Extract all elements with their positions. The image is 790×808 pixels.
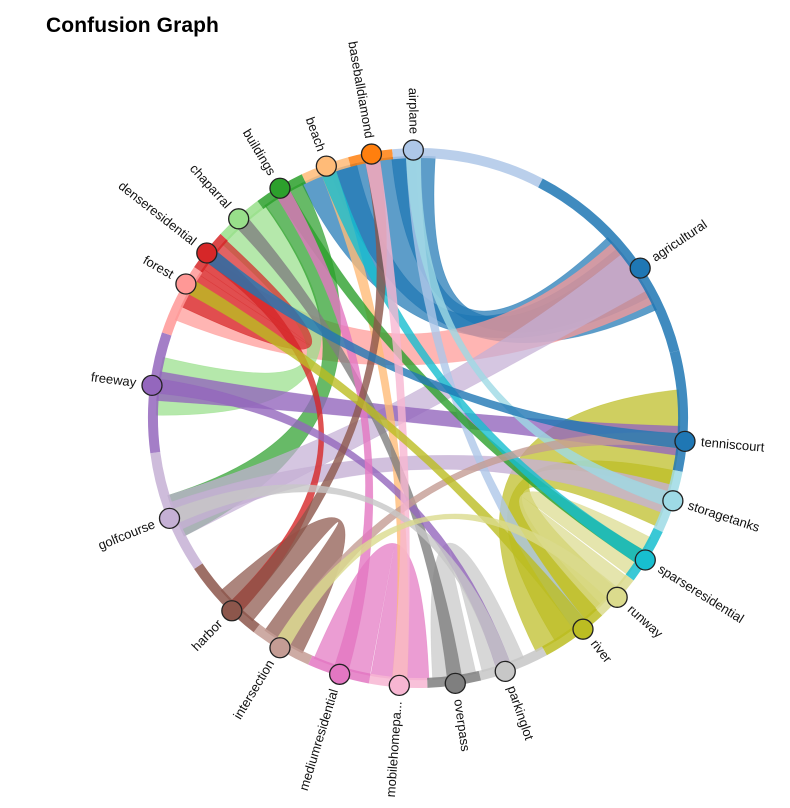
node-chaparral[interactable] [228,208,250,230]
node-label-sparseresidential: sparseresidential [655,561,746,626]
node-label-harbor: harbor [188,616,225,654]
node-intersection[interactable] [269,637,291,659]
group-arc-freeway[interactable] [148,332,172,454]
node-label-storagetanks: storagetanks [686,498,762,535]
node-label-tenniscourt: tenniscourt [700,434,765,455]
node-label-denseresidential: denseresidential [116,178,200,248]
node-forest[interactable] [175,273,197,295]
node-mediumresidential[interactable] [328,663,351,685]
chart-title: Confusion Graph [46,14,219,37]
node-denseresidential[interactable] [196,242,218,264]
node-beach[interactable] [315,155,337,177]
node-overpass[interactable] [444,672,466,695]
node-golfcourse[interactable] [158,507,181,530]
node-label-freeway: freeway [90,369,138,389]
node-buildings[interactable] [269,177,291,199]
node-parkinglot[interactable] [494,660,516,683]
node-mobilehomepa[interactable] [388,674,410,696]
node-storagetanks[interactable] [662,490,684,512]
node-label-baseballdiamond: baseballdiamond [345,40,377,139]
node-label-parkinglot: parkinglot [504,684,537,743]
node-river[interactable] [572,618,594,640]
node-label-overpass: overpass [451,698,473,753]
node-label-agricultural: agricultural [649,216,710,264]
group-arc-agricultural[interactable] [538,178,680,353]
node-harbor[interactable] [221,600,243,622]
node-baseballdiamond[interactable] [360,143,383,165]
node-label-river: river [588,637,616,667]
node-airplane[interactable] [402,139,424,161]
node-label-golfcourse: golfcourse [96,516,157,552]
node-tenniscourt[interactable] [674,430,696,453]
node-freeway[interactable] [141,374,163,396]
node-label-beach: beach [303,115,329,153]
group-arc-airplane[interactable] [392,148,543,188]
node-label-airplane: airplane [406,88,422,135]
node-label-mediumresidential: mediumresidential [296,687,341,792]
node-agricultural[interactable] [629,257,651,279]
node-runway[interactable] [606,586,628,608]
ribbons [155,155,681,681]
node-label-chaparral: chaparral [187,161,234,211]
node-label-runway: runway [625,602,667,642]
group-arc-golfcourse[interactable] [150,451,203,569]
node-label-mobilehomepa: mobilehomepa... [383,701,405,798]
node-label-buildings: buildings [240,126,280,178]
node-label-intersection: intersection [230,657,277,722]
node-label-forest: forest [141,252,177,281]
node-sparseresidential[interactable] [634,549,656,571]
group-arc-harbor[interactable] [194,563,260,633]
